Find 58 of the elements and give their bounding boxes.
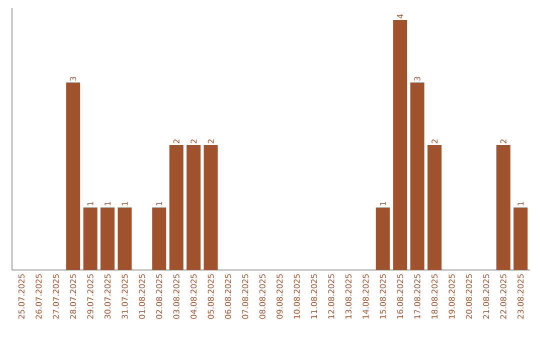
data-label: 2 [208, 140, 214, 144]
x-tick-label: 31.07.2025 [122, 274, 128, 319]
x-tick-label: 19.08.2025 [448, 274, 455, 318]
bar [100, 208, 115, 270]
x-tick-label: 29.07.2025 [87, 274, 94, 319]
x-tick-label: 21.08.2025 [483, 274, 490, 319]
x-tick-label: 10.08.2025 [294, 274, 300, 318]
data-label: 1 [156, 202, 162, 206]
data-label: 4 [397, 14, 403, 18]
bar [152, 208, 166, 270]
data-label: 2 [500, 140, 506, 144]
bar [83, 208, 98, 270]
x-tick-label: 22.08.2025 [500, 274, 506, 319]
x-tick-label: 18.08.2025 [431, 274, 438, 318]
bar [186, 145, 201, 270]
data-label: 2 [190, 140, 197, 144]
data-label: 2 [432, 140, 438, 144]
data-label: 3 [414, 76, 420, 81]
bar [118, 208, 132, 270]
bar [66, 82, 80, 270]
x-tick-label: 27.07.2025 [52, 274, 59, 319]
x-tick-label: 08.08.2025 [259, 274, 266, 319]
bar [514, 208, 528, 270]
x-tick-label: 03.08.2025 [173, 274, 180, 319]
x-tick-label: 28.07.2025 [70, 274, 76, 319]
x-tick-label: 26.07.2025 [36, 274, 42, 319]
bar [376, 208, 390, 270]
data-label: 1 [104, 202, 110, 206]
bar [393, 20, 408, 270]
x-tick-label: 11.08.2025 [310, 274, 318, 318]
x-tick-label: 23.08.2025 [518, 274, 524, 319]
x-tick-label: 07.08.2025 [242, 274, 248, 319]
x-tick-label: 16.08.2025 [397, 274, 404, 318]
bar [169, 145, 184, 270]
data-label: 1 [87, 202, 94, 206]
bar [204, 145, 218, 270]
x-tick-label: 17.08.2025 [414, 274, 420, 318]
x-tick-label: 06.08.2025 [224, 274, 232, 319]
data-label: 1 [380, 202, 386, 206]
data-label: 1 [122, 202, 128, 206]
x-tick-label: 13.08.2025 [345, 274, 352, 318]
bar [410, 82, 424, 270]
x-tick-label: 15.08.2025 [380, 274, 386, 318]
data-label: 3 [70, 76, 76, 81]
x-tick-label: 09.08.2025 [276, 274, 283, 319]
x-tick-label: 04.08.2025 [190, 274, 197, 319]
x-tick-label: 20.08.2025 [466, 274, 472, 319]
bar [496, 145, 510, 270]
x-tick-label: 01.08.2025 [138, 274, 145, 319]
x-tick-label: 05.08.2025 [208, 274, 214, 319]
x-tick-label: 14.08.2025 [362, 274, 369, 318]
bar [427, 145, 442, 270]
x-tick-label: 25.07.2025 [18, 274, 24, 319]
x-tick-label: 30.07.2025 [104, 274, 111, 319]
x-tick-label: 02.08.2025 [156, 274, 162, 319]
data-label: 1 [518, 202, 524, 206]
x-tick-label: 12.08.2025 [328, 274, 334, 318]
data-label: 2 [173, 140, 180, 144]
